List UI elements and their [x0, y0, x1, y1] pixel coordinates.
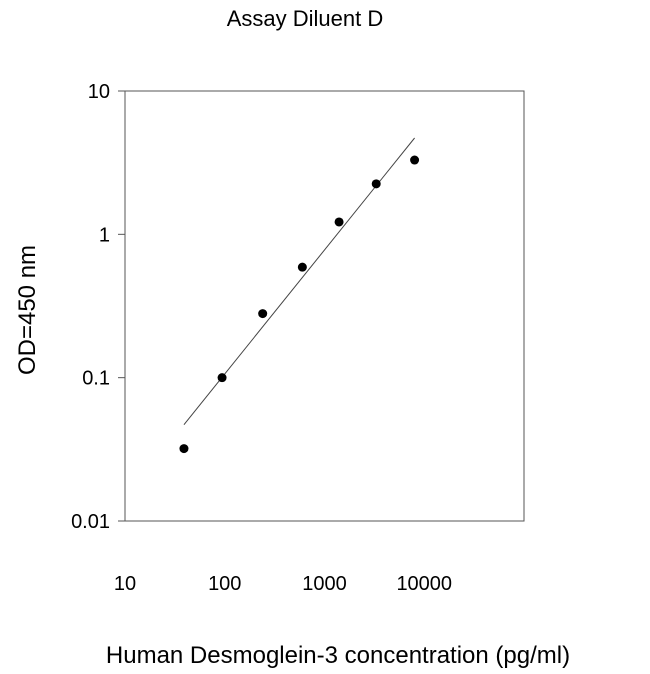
- y-tick-label: 10: [88, 81, 110, 103]
- y-axis: 10 1 0.1 0.01: [71, 81, 125, 533]
- data-point: [334, 217, 344, 227]
- trendline-layer: [183, 137, 415, 425]
- data-point: [371, 179, 381, 189]
- chart-title: Assay Diluent D: [227, 6, 384, 31]
- plot-area-frame: [124, 90, 525, 522]
- data-point: [258, 309, 268, 319]
- x-axis-label: Human Desmoglein-3 concentration (pg/ml): [106, 642, 570, 669]
- data-point: [297, 262, 307, 272]
- data-point: [217, 373, 227, 383]
- y-axis-label: OD=450 nm: [14, 245, 41, 375]
- x-tick-label: 100: [208, 573, 241, 595]
- trendline: [183, 137, 415, 425]
- y-tick-label: 1: [99, 224, 110, 246]
- y-tick-label: 0.1: [82, 368, 110, 390]
- x-tick-label: 10: [114, 573, 136, 595]
- y-tick-label: 0.01: [71, 511, 110, 533]
- data-point: [410, 155, 420, 165]
- x-axis: 10 100 1000 10000: [114, 573, 452, 595]
- x-tick-label: 1000: [302, 573, 347, 595]
- data-point: [179, 444, 189, 454]
- data-points: [179, 155, 420, 454]
- x-tick-label: 10000: [396, 573, 452, 595]
